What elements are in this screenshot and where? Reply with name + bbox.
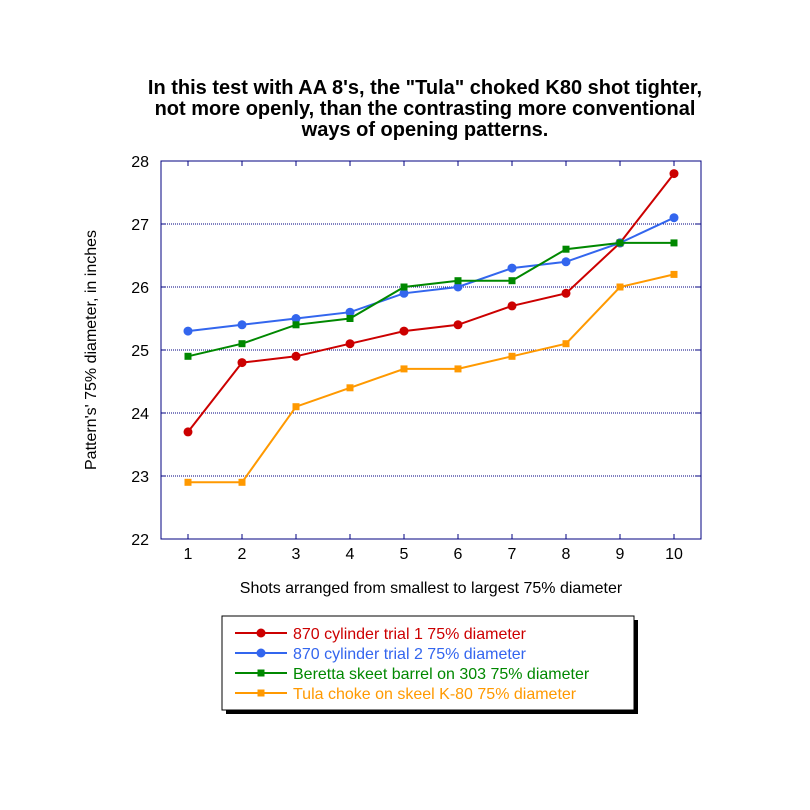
gridlines: [161, 223, 701, 477]
data-point: [508, 352, 516, 360]
y-tick-label: 23: [131, 469, 149, 486]
legend-marker: [256, 648, 266, 658]
data-point: [238, 340, 246, 348]
data-point: [508, 277, 516, 285]
legend-item: 870 cylinder trial 2 75% diameter: [235, 646, 527, 663]
data-point: [561, 257, 571, 267]
series-line: [187, 241, 674, 358]
series-line: [187, 216, 675, 333]
y-tick-label: 25: [131, 343, 149, 360]
x-tick-label: 4: [346, 546, 355, 563]
data-point: [562, 245, 570, 253]
data-point: [670, 239, 678, 247]
legend-item: Beretta skeet barrel on 303 75% diameter: [235, 666, 590, 683]
x-axis-ticks: 1 2 3 4 5 6 7 8 9 10: [184, 161, 683, 563]
data-point: [453, 320, 463, 330]
data-point: [616, 283, 624, 291]
legend: 870 cylinder trial 1 75% diameter 870 cyl…: [221, 615, 638, 714]
x-tick-label: 6: [454, 546, 463, 563]
data-point: [400, 283, 408, 291]
series-line: [188, 273, 675, 484]
legend-label: 870 cylinder trial 1 75% diameter: [293, 626, 527, 643]
data-point: [399, 326, 409, 336]
legend-marker: [256, 628, 266, 638]
data-point: [507, 301, 517, 311]
y-axis-label: Pattern's' 75% diameter, in inches: [83, 230, 100, 470]
data-point: [562, 340, 570, 348]
y-tick-label: 22: [131, 532, 149, 549]
chart-title-line: ways of opening patterns.: [301, 119, 549, 141]
data-point: [669, 169, 679, 179]
chart-title-line: In this test with AA 8's, the "Tula" cho…: [148, 77, 702, 99]
x-tick-label: 1: [184, 546, 193, 563]
legend-item: 870 cylinder trial 1 75% diameter: [235, 626, 527, 643]
series-4: [184, 270, 678, 486]
chart-title: In this test with AA 8's, the "Tula" cho…: [148, 77, 702, 141]
x-tick-label: 8: [562, 546, 571, 563]
data-point: [616, 239, 624, 247]
data-point: [453, 282, 463, 292]
data-point: [400, 365, 408, 373]
x-axis-label: Shots arranged from smallest to largest …: [240, 580, 623, 597]
data-point: [184, 352, 192, 360]
series-2: [183, 213, 679, 336]
legend-item: Tula choke on skeel K-80 75% diameter: [235, 686, 577, 703]
data-point: [292, 321, 300, 329]
data-point: [346, 315, 354, 322]
series-line: [187, 172, 675, 433]
data-point: [237, 320, 247, 330]
data-point: [183, 427, 193, 437]
chart-title-line: not more openly, than the contrasting mo…: [155, 98, 696, 120]
data-point: [238, 478, 246, 486]
series-3: [184, 239, 678, 360]
y-tick-label: 26: [131, 280, 149, 297]
x-tick-label: 7: [508, 546, 517, 563]
series-lines: [183, 169, 679, 486]
x-tick-label: 10: [665, 546, 683, 563]
data-point: [183, 326, 193, 336]
x-tick-label: 9: [616, 546, 625, 563]
data-point: [237, 358, 247, 368]
data-point: [292, 403, 300, 411]
legend-marker: [257, 669, 265, 677]
data-point: [345, 339, 355, 349]
data-point: [399, 288, 409, 298]
data-point: [291, 351, 301, 361]
x-tick-label: 2: [238, 546, 247, 563]
legend-marker: [257, 689, 265, 697]
data-point: [291, 314, 301, 323]
data-point: [345, 307, 355, 317]
data-point: [454, 365, 462, 373]
y-axis-ticks: 22 23 24 25 26 27 28: [131, 154, 701, 549]
y-tick-label: 27: [131, 217, 149, 234]
y-tick-label: 24: [131, 406, 149, 423]
data-point: [346, 384, 354, 392]
data-point: [184, 478, 192, 486]
data-point: [669, 213, 679, 223]
data-point: [670, 270, 678, 278]
data-point: [454, 277, 462, 285]
x-tick-label: 3: [292, 546, 301, 563]
data-point: [561, 288, 571, 298]
legend-label: Beretta skeet barrel on 303 75% diameter: [293, 666, 590, 683]
legend-box: [221, 615, 635, 711]
y-tick-label: 28: [131, 154, 149, 171]
x-tick-label: 5: [400, 546, 409, 563]
data-point: [507, 263, 517, 273]
legend-label: 870 cylinder trial 2 75% diameter: [293, 646, 527, 663]
legend-label: Tula choke on skeel K-80 75% diameter: [293, 686, 577, 703]
